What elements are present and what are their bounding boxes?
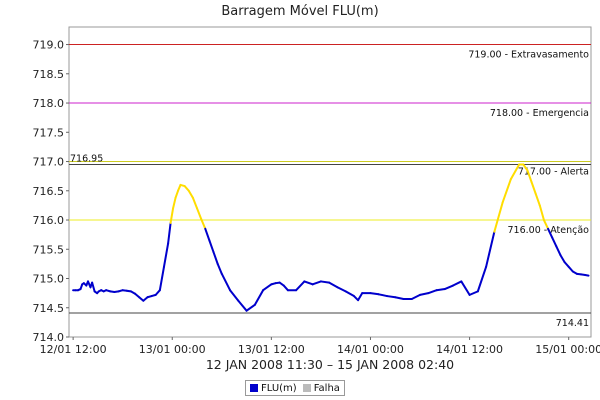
series-0-segment-59 bbox=[319, 280, 331, 284]
series-0-segment-73 bbox=[427, 289, 438, 295]
series-0-segment-78 bbox=[468, 290, 479, 296]
x-tick-4: 14/01 12:00 bbox=[436, 343, 503, 356]
series-0-segment-68 bbox=[385, 295, 397, 299]
series-0-segment-66 bbox=[369, 292, 380, 296]
ref-label-1: 718.00 - Emergencia bbox=[490, 108, 589, 119]
series-0-segment-41 bbox=[204, 227, 211, 242]
series-0-segment-54 bbox=[282, 284, 289, 292]
series-0-segment-76 bbox=[452, 280, 463, 287]
plot-area bbox=[68, 26, 592, 338]
legend-item-falha: Falha bbox=[302, 382, 340, 394]
legend-item-flu: FLU(m) bbox=[250, 383, 297, 394]
series-0-segment-33 bbox=[174, 189, 180, 199]
series-0-segment-62 bbox=[344, 290, 355, 298]
series-0-segment-37 bbox=[187, 189, 194, 199]
series-0-segment-86 bbox=[526, 169, 533, 183]
series-0-segment-79 bbox=[476, 265, 488, 293]
series-0-segment-87 bbox=[530, 181, 537, 195]
y-tick-4: 716.0 bbox=[33, 214, 65, 227]
x-tick-1: 13/01 00:00 bbox=[139, 343, 206, 356]
y-tick-0: 714.0 bbox=[33, 331, 65, 344]
series-0-segment-39 bbox=[196, 207, 203, 220]
x-tick-3: 14/01 00:00 bbox=[337, 343, 404, 356]
y-tick-7: 717.5 bbox=[33, 126, 65, 139]
series-0-segment-82 bbox=[501, 178, 512, 204]
series-0-segment-38 bbox=[191, 196, 199, 210]
date-range-label: 12 JAN 2008 11:30 – 15 JAN 2008 02:40 bbox=[206, 357, 454, 372]
series-0-segment-9 bbox=[91, 281, 96, 293]
series-0-segment-100 bbox=[584, 274, 590, 277]
series-0-segment-44 bbox=[216, 262, 223, 275]
series-0-segment-31 bbox=[169, 207, 175, 224]
ref-label-2: 717.00 - Alerta bbox=[518, 167, 589, 178]
series-0-segment-81 bbox=[493, 201, 504, 233]
y-tick-10: 719.0 bbox=[33, 39, 65, 52]
series-0-segment-49 bbox=[253, 289, 265, 306]
series-0-segment-83 bbox=[509, 163, 521, 181]
legend: FLU(m) Falha bbox=[245, 380, 345, 396]
series-0-segment-80 bbox=[485, 230, 496, 268]
legend-swatch-flu bbox=[250, 384, 258, 392]
y-tick-3: 715.5 bbox=[33, 243, 65, 256]
x-axis: 12/01 12:00 13/01 00:00 13/01 12:00 14/01 0… bbox=[40, 337, 600, 356]
y-tick-9: 718.5 bbox=[33, 68, 65, 81]
series-0-segment-42 bbox=[208, 239, 215, 254]
series-0-segment-29 bbox=[162, 242, 170, 268]
series-0-segment-56 bbox=[295, 280, 306, 292]
series-0-segment-45 bbox=[220, 272, 232, 292]
series-0-segment-40 bbox=[200, 217, 207, 230]
legend-swatch-falha bbox=[302, 384, 311, 392]
series-0-segment-32 bbox=[172, 196, 177, 210]
series-0-segment-27 bbox=[154, 289, 161, 296]
series-0-segment-36 bbox=[183, 185, 190, 192]
series-0-segment-57 bbox=[303, 280, 314, 286]
series-0-segment-64 bbox=[357, 292, 364, 302]
series-0-segment-60 bbox=[328, 281, 339, 289]
legend-label-falha: Falha bbox=[313, 382, 340, 394]
series-0-segment-47 bbox=[237, 299, 248, 312]
y-tick-6: 717.0 bbox=[33, 156, 65, 169]
y-tick-1: 714.5 bbox=[33, 302, 65, 315]
series-0-segment-75 bbox=[443, 284, 455, 291]
series-0-segment-46 bbox=[229, 289, 240, 302]
series-0-segment-88 bbox=[534, 192, 541, 207]
x-tick-0: 12/01 12:00 bbox=[40, 343, 107, 356]
series-0-segment-91 bbox=[547, 227, 554, 239]
legend-label-flu: FLU(m) bbox=[261, 382, 297, 394]
y-tick-8: 718.0 bbox=[33, 97, 65, 110]
x-tick-2: 13/01 12:00 bbox=[238, 343, 305, 356]
series-0-segment-74 bbox=[435, 288, 446, 292]
series-0-segment-61 bbox=[336, 286, 347, 293]
series-0-segment-92 bbox=[551, 236, 558, 248]
series-0-segment-85 bbox=[522, 163, 529, 172]
ref-label-0: 719.00 - Extravasamento bbox=[468, 50, 589, 61]
chart-title: Barragem Móvel FLU(m) bbox=[221, 4, 378, 19]
series-0-segment-94 bbox=[559, 254, 566, 264]
series-0-segment-69 bbox=[394, 296, 405, 300]
series-0-segment-77 bbox=[460, 280, 471, 296]
ref-label-5: 714.41 bbox=[556, 318, 589, 329]
series-0-segment-96 bbox=[567, 265, 574, 273]
series-0-segment-95 bbox=[563, 261, 570, 268]
x-tick-5: 15/01 00:00 bbox=[535, 343, 600, 356]
y-axis: 714.0 714.5 715.0 715.5 716.0 716.5 717.0 717.5… bbox=[33, 39, 69, 344]
series-0-segment-58 bbox=[311, 280, 322, 286]
y-tick-5: 716.5 bbox=[33, 185, 65, 198]
series-0-segment-28 bbox=[158, 265, 165, 292]
series-0-segment-43 bbox=[212, 251, 219, 265]
series-0-segment-50 bbox=[262, 283, 273, 292]
ref-label-4: 716.95 bbox=[70, 153, 103, 164]
series-0-segment-93 bbox=[555, 245, 562, 257]
series-flu bbox=[72, 163, 590, 312]
series-0-segment-67 bbox=[377, 293, 388, 298]
series-0-segment-71 bbox=[410, 293, 422, 300]
series-0-segment-30 bbox=[167, 221, 172, 245]
series-0-segment-89 bbox=[538, 204, 545, 222]
series-0-segment-90 bbox=[542, 219, 550, 230]
series-0-segment-34 bbox=[177, 183, 182, 192]
series-0-segment-48 bbox=[245, 303, 256, 312]
y-tick-2: 715.0 bbox=[33, 273, 65, 286]
series-0-segment-72 bbox=[419, 292, 430, 296]
